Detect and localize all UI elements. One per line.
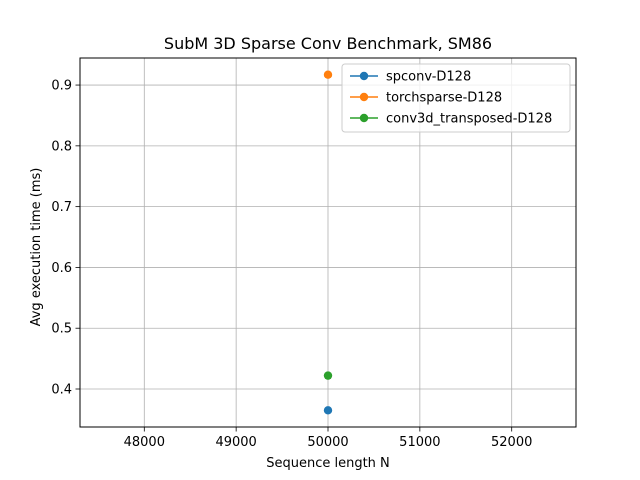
y-tick-label: 0.8 xyxy=(51,139,72,154)
legend-item: spconv-D128 xyxy=(350,70,471,85)
legend-box xyxy=(341,63,571,133)
y-tick-label: 0.9 xyxy=(51,79,72,94)
x-tick-label: 50000 xyxy=(307,435,348,450)
x-tick-label: 51000 xyxy=(399,435,440,450)
legend-marker xyxy=(359,92,369,102)
x-tick-label: 48000 xyxy=(124,435,165,450)
legend-label: conv3d_transposed-D128 xyxy=(386,112,552,127)
x-axis-label: Sequence length N xyxy=(266,456,390,471)
x-tick-label: 49000 xyxy=(215,435,256,450)
legend-item: conv3d_transposed-D128 xyxy=(350,112,552,127)
y-tick-label: 0.4 xyxy=(51,383,72,398)
series-conv3d_transposed-D128 xyxy=(323,371,333,380)
x-axis: 48000 49000 50000 51000 52000 xyxy=(124,427,532,450)
legend-marker xyxy=(359,71,369,81)
y-tick-label: 0.7 xyxy=(51,200,72,215)
data-point xyxy=(323,406,333,415)
legend-label: torchsparse-D128 xyxy=(386,91,502,106)
y-tick-label: 0.6 xyxy=(51,261,72,276)
x-tick-label: 52000 xyxy=(491,435,532,450)
legend-label: spconv-D128 xyxy=(386,70,471,85)
data-points xyxy=(323,70,333,415)
legend-item: torchsparse-D128 xyxy=(350,91,502,106)
y-axis: 0.4 0.5 0.6 0.7 0.8 0.9 xyxy=(51,79,80,398)
y-tick-label: 0.5 xyxy=(51,322,72,337)
chart-title: SubM 3D Sparse Conv Benchmark, SM86 xyxy=(164,34,492,53)
data-point xyxy=(323,371,333,380)
series-torchsparse-D128 xyxy=(323,70,333,79)
legend-marker xyxy=(359,113,369,123)
data-point xyxy=(323,70,333,79)
legend: spconv-D128 torchsparse-D128 conv3d_transp… xyxy=(341,63,571,133)
y-axis-label: Avg execution time (ms) xyxy=(29,168,44,327)
series-spconv-D128 xyxy=(323,406,333,415)
